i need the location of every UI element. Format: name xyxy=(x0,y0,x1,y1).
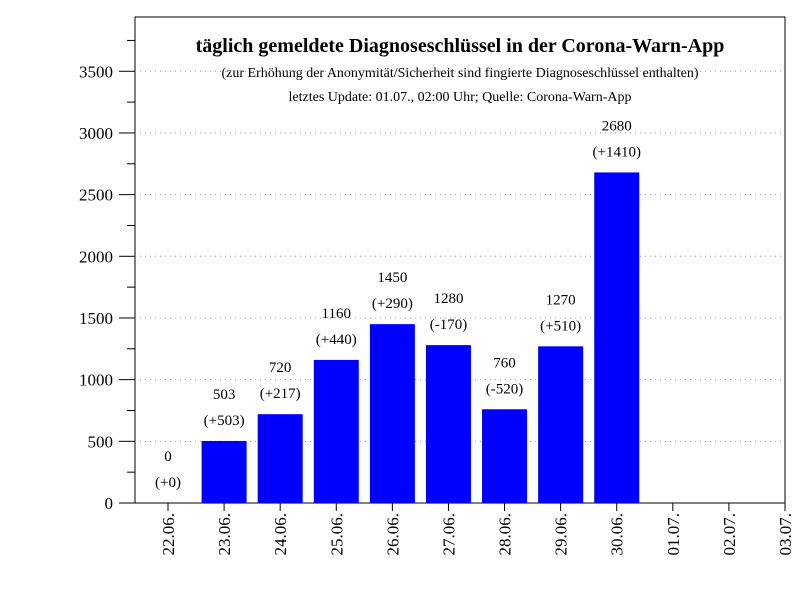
x-tick-label: 22.06. xyxy=(159,513,178,556)
value-label: 1450 xyxy=(377,270,407,286)
bar xyxy=(594,172,640,503)
y-tick-label: 2500 xyxy=(79,186,113,205)
x-tick-label: 01.07. xyxy=(664,513,683,556)
y-tick-label: 500 xyxy=(88,432,114,451)
change-label: (+0) xyxy=(155,475,181,491)
change-label: (+510) xyxy=(540,318,581,334)
value-label: 503 xyxy=(213,387,236,403)
x-tick-label: 25.06. xyxy=(327,513,346,556)
chart-title: täglich gemeldete Diagnoseschlüssel in d… xyxy=(196,35,725,57)
value-label: 1160 xyxy=(322,306,351,322)
value-label: 720 xyxy=(269,360,292,376)
y-tick-label: 2000 xyxy=(79,247,113,266)
x-tick-label: 28.06. xyxy=(496,513,515,556)
x-tick-label: 23.06. xyxy=(215,513,234,556)
chart-note: letztes Update: 01.07., 02:00 Uhr; Quell… xyxy=(289,90,632,105)
y-tick-label: 0 xyxy=(105,494,114,513)
y-tick-label: 3500 xyxy=(79,62,113,81)
bar xyxy=(257,414,303,503)
change-label: (+440) xyxy=(316,332,357,348)
change-label: (+1410) xyxy=(593,144,641,160)
bar xyxy=(313,359,359,503)
value-label: 1270 xyxy=(546,292,576,308)
y-tick-label: 1500 xyxy=(79,309,113,328)
bar xyxy=(369,324,415,503)
change-label: (+217) xyxy=(260,386,301,402)
x-tick-label: 24.06. xyxy=(271,513,290,556)
bar xyxy=(425,345,471,503)
y-tick-label: 3000 xyxy=(79,124,113,143)
change-label: (-520) xyxy=(486,381,524,397)
x-tick-label: 27.06. xyxy=(439,513,458,556)
change-label: (+290) xyxy=(372,296,413,312)
value-label: 0 xyxy=(164,449,172,465)
change-label: (-170) xyxy=(430,317,468,333)
x-tick-label: 30.06. xyxy=(608,513,627,556)
change-label: (+503) xyxy=(204,413,245,429)
x-tick-label: 29.06. xyxy=(552,513,571,556)
value-label: 2680 xyxy=(602,118,632,134)
x-tick-label: 02.07. xyxy=(720,513,739,556)
x-tick-label: 03.07. xyxy=(776,513,795,556)
chart-subtitle: (zur Erhöhung der Anonymität/Sicherheit … xyxy=(221,66,698,81)
bar xyxy=(482,409,528,503)
y-tick-label: 1000 xyxy=(79,371,113,390)
bar xyxy=(538,346,584,503)
bar xyxy=(201,440,247,503)
value-label: 760 xyxy=(493,355,516,371)
value-label: 1280 xyxy=(433,291,463,307)
x-tick-label: 26.06. xyxy=(383,513,402,556)
